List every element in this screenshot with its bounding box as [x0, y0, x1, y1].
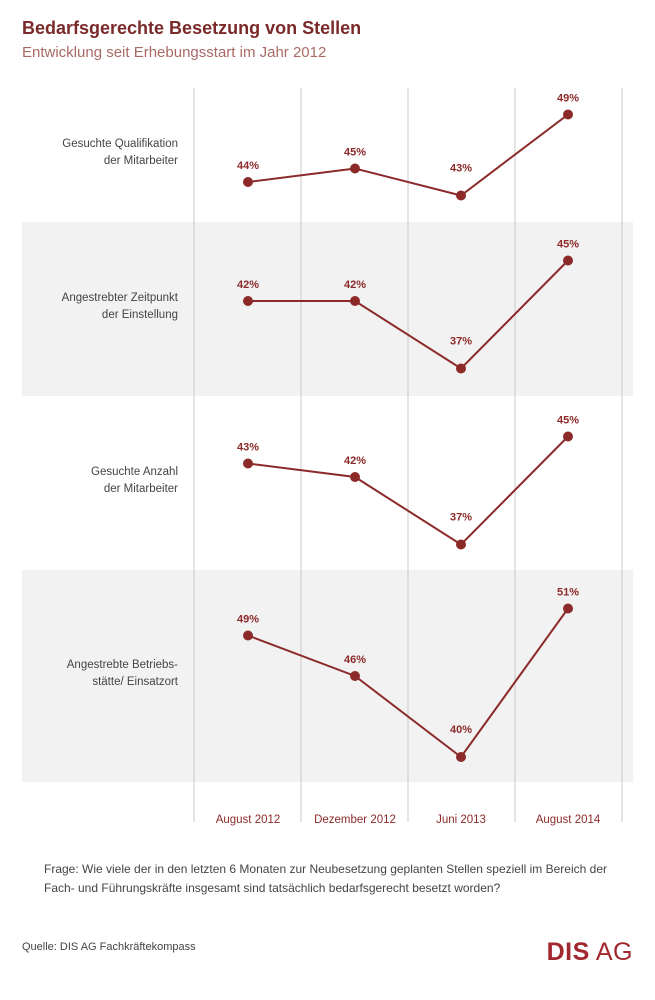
dis-ag-logo: DIS AG	[547, 938, 633, 967]
row-label-3: Gesuchte Anzahl der Mitarbeiter	[22, 464, 178, 498]
series-line-4	[247, 607, 569, 759]
data-point	[350, 671, 360, 681]
data-label: 42%	[344, 279, 366, 291]
row-band-2	[22, 222, 633, 396]
survey-question: Frage: Wie viele der in den letzten 6 Mo…	[44, 862, 607, 895]
data-label: 42%	[237, 279, 259, 291]
chart-title: Bedarfsgerechte Besetzung von Stellen	[22, 18, 362, 38]
row-label-line: Angestrebte Betriebs-	[66, 659, 178, 671]
data-label: 45%	[557, 415, 579, 427]
data-label: 51%	[557, 587, 579, 599]
data-point	[563, 255, 573, 266]
data-point	[350, 472, 360, 482]
row-label-2: Angestrebter Zeitpunkt der Einstellung	[22, 290, 178, 324]
chart-subtitle: Entwicklung seit Erhebungsstart im Jahr …	[22, 44, 327, 61]
series-line-2	[248, 259, 569, 370]
line-chart: August 2012 Dezember 2012 Juni 2013 August …	[22, 88, 633, 826]
series-line-3	[247, 435, 569, 546]
data-label: 42%	[344, 455, 366, 467]
data-label: 44%	[237, 160, 259, 172]
data-label: 45%	[557, 239, 579, 251]
x-tick-label: August 2014	[536, 814, 601, 826]
logo-ag: AG	[595, 938, 633, 966]
data-point	[350, 163, 360, 174]
source-note: Quelle: DIS AG Fachkräftekompass	[22, 941, 196, 953]
x-tick-label: Dezember 2012	[314, 814, 396, 826]
data-point	[456, 190, 466, 201]
row-label-1: Gesuchte Qualifikation der Mitarbeiter	[22, 136, 178, 170]
data-point	[563, 109, 573, 120]
data-point	[563, 431, 573, 442]
data-label: 46%	[344, 654, 366, 666]
data-label: 43%	[237, 442, 259, 454]
row-band-4	[22, 570, 633, 782]
data-label: 49%	[237, 614, 259, 626]
data-point	[456, 752, 466, 762]
data-point	[456, 363, 466, 374]
data-point	[350, 296, 360, 306]
data-point	[243, 296, 253, 306]
data-point	[456, 539, 466, 550]
row-label-line: der Mitarbeiter	[103, 154, 178, 167]
data-point	[563, 603, 573, 614]
row-label-line: der Mitarbeiter	[103, 483, 178, 495]
data-point	[243, 630, 253, 641]
data-label: 45%	[344, 147, 366, 159]
x-tick-label: Juni 2013	[436, 814, 486, 826]
logo-dis: DIS	[546, 938, 590, 966]
data-point	[243, 458, 253, 469]
data-label: 49%	[557, 93, 579, 105]
row-label-4: Angestrebte Betriebs-stätte/ Einsatzort	[22, 657, 178, 691]
data-label: 43%	[450, 163, 472, 175]
row-label-line: Gesuchte Qualifikation	[62, 137, 178, 150]
data-label: 40%	[450, 724, 472, 736]
series-line-1	[247, 113, 569, 197]
data-label: 37%	[450, 512, 472, 524]
row-label-line: der Einstellung	[101, 309, 178, 321]
row-label-line: Gesuchte Anzahl	[91, 466, 178, 478]
data-point	[243, 177, 253, 187]
data-label: 37%	[450, 336, 472, 348]
x-tick-label: August 2012	[216, 814, 281, 826]
row-label-line: Angestrebter Zeitpunkt	[61, 292, 178, 304]
row-label-line: stätte/ Einsatzort	[92, 676, 178, 688]
